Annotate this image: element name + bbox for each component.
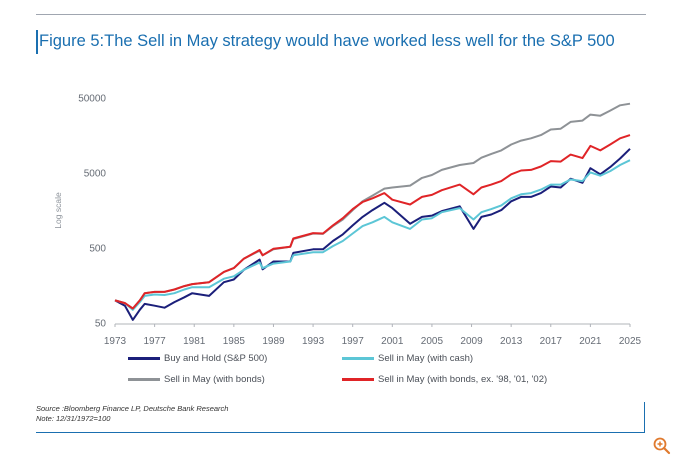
zoom-in-icon <box>653 437 671 455</box>
legend-label-sell-bonds: Sell in May (with bonds) <box>164 374 265 385</box>
source-note: Source :Bloomberg Finance LP, Deutsche B… <box>36 404 228 424</box>
series-line-sell-in-may-with-cash <box>114 159 631 311</box>
legend-item-buy-and-hold: Buy and Hold (S&P 500) <box>128 353 267 364</box>
series-layer <box>114 102 631 321</box>
x-tick-label: 1973 <box>104 336 127 347</box>
source-line: Source :Bloomberg Finance LP, Deutsche B… <box>36 404 229 413</box>
legend-label-buy-and-hold: Buy and Hold (S&P 500) <box>164 353 268 364</box>
x-tick-label: 1981 <box>183 336 206 347</box>
x-tick-label: 2005 <box>421 336 444 347</box>
legend-label-sell-bonds-ex: Sell in May (with bonds, ex. '98, '01, '… <box>378 374 548 385</box>
legend-item-sell-bonds: Sell in May (with bonds) <box>128 374 265 385</box>
x-tick-label: 2013 <box>500 336 523 347</box>
top-rule <box>36 14 646 15</box>
frame-bottom-border <box>36 432 645 433</box>
legend-swatch-buy-and-hold <box>128 357 160 360</box>
x-axis-ticks: 1973 1977 1981 1985 1989 1993 1997 2001 2005 2009… <box>104 324 642 347</box>
y-tick-label: 5000 <box>84 169 107 180</box>
legend-swatch-sell-cash <box>342 357 374 360</box>
x-tick-label: 2021 <box>579 336 602 347</box>
y-tick-label: 50 <box>95 319 107 330</box>
x-tick-label: 2001 <box>381 336 404 347</box>
figure-title: Figure 5:The Sell in May strategy would … <box>39 32 615 50</box>
legend-item-sell-bonds-ex: Sell in May (with bonds, ex. '98, '01, '… <box>342 374 547 385</box>
y-axis-label: Log scale <box>53 192 63 229</box>
x-tick-label: 2025 <box>619 336 642 347</box>
y-axis-ticks: 50 500 5000 50000 <box>78 94 106 330</box>
x-tick-label: 2009 <box>460 336 483 347</box>
series-line-buy-and-hold-s-p-500 <box>114 148 631 321</box>
legend-label-sell-cash: Sell in May (with cash) <box>378 353 474 364</box>
x-tick-label: 1997 <box>342 336 365 347</box>
zoom-in-button[interactable] <box>652 436 672 456</box>
x-tick-label: 1977 <box>143 336 166 347</box>
title-accent-bar <box>36 30 38 54</box>
note-line: Note: 12/31/1972=100 <box>36 414 111 423</box>
x-tick-label: 1989 <box>262 336 285 347</box>
x-tick-label: 2017 <box>540 336 563 347</box>
frame-right-border <box>644 402 645 432</box>
y-tick-label: 500 <box>89 244 106 255</box>
legend-item-sell-cash: Sell in May (with cash) <box>342 353 473 364</box>
x-tick-label: 1993 <box>302 336 325 347</box>
series-line-sell-in-may-with-bonds <box>114 102 631 310</box>
legend-swatch-sell-bonds-ex <box>342 378 374 381</box>
x-tick-label: 1985 <box>223 336 246 347</box>
y-tick-label: 50000 <box>78 94 106 105</box>
series-line-sell-in-may-with-bonds-ex-98-01-02 <box>114 134 631 310</box>
legend-swatch-sell-bonds <box>128 378 160 381</box>
